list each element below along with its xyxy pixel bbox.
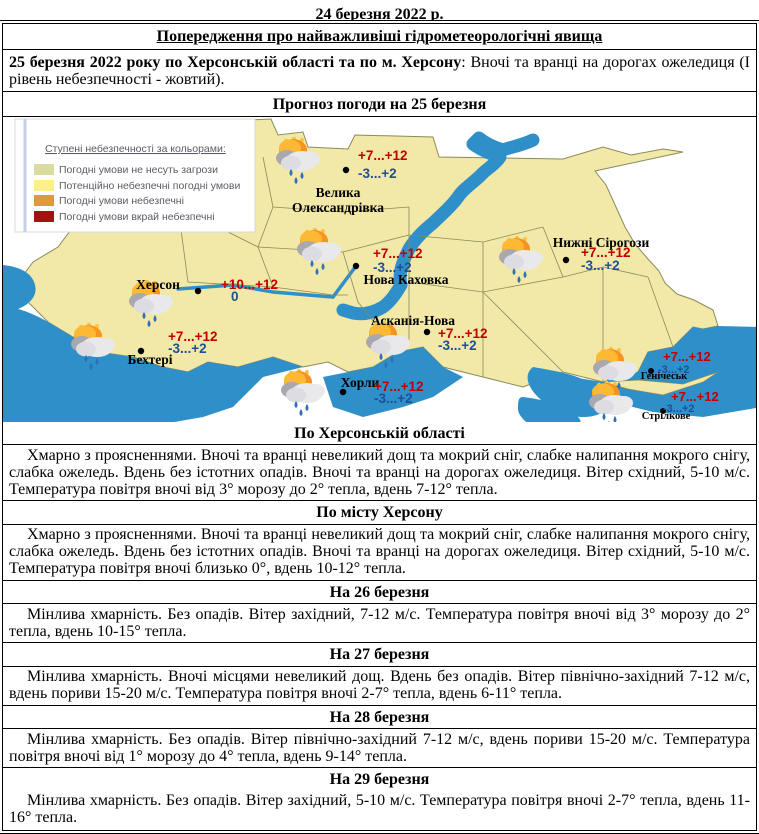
svg-text:-3...+2: -3...+2	[663, 403, 695, 415]
svg-text:Херсон: Херсон	[136, 277, 180, 292]
svg-text:+10...+12: +10...+12	[221, 277, 278, 292]
svg-text:+7...+12: +7...+12	[358, 148, 408, 163]
svg-text:-3...+2: -3...+2	[438, 338, 477, 353]
svg-text:-3...+2: -3...+2	[581, 258, 620, 273]
svg-text:Ступені небезпечності за кольо: Ступені небезпечності за кольорами:	[45, 143, 226, 155]
svg-text:0: 0	[231, 289, 239, 304]
svg-text:+7...+12: +7...+12	[671, 389, 719, 404]
svg-text:Олександрівка: Олександрівка	[292, 200, 384, 215]
svg-text:+7...+12: +7...+12	[373, 246, 423, 261]
svg-text:-3...+2: -3...+2	[358, 166, 397, 181]
svg-text:-3...+2: -3...+2	[168, 341, 207, 356]
svg-text:Потенційно небезпечні погодні: Потенційно небезпечні погодні умови	[59, 180, 240, 192]
svg-text:-3...+2: -3...+2	[658, 364, 690, 376]
svg-text:-3...+2: -3...+2	[373, 260, 412, 275]
svg-text:Погодні умови вкрай небезпечні: Погодні умови вкрай небезпечні	[59, 211, 215, 223]
svg-text:+7...+12: +7...+12	[663, 349, 711, 364]
svg-text:Погодні умови не несуть загроз: Погодні умови не несуть загрози	[59, 164, 218, 176]
svg-text:Бехтері: Бехтері	[128, 352, 173, 367]
svg-text:Погодні умови небезпечні: Погодні умови небезпечні	[59, 195, 184, 207]
svg-text:-3...+2: -3...+2	[374, 391, 413, 406]
svg-text:Велика: Велика	[316, 185, 361, 200]
